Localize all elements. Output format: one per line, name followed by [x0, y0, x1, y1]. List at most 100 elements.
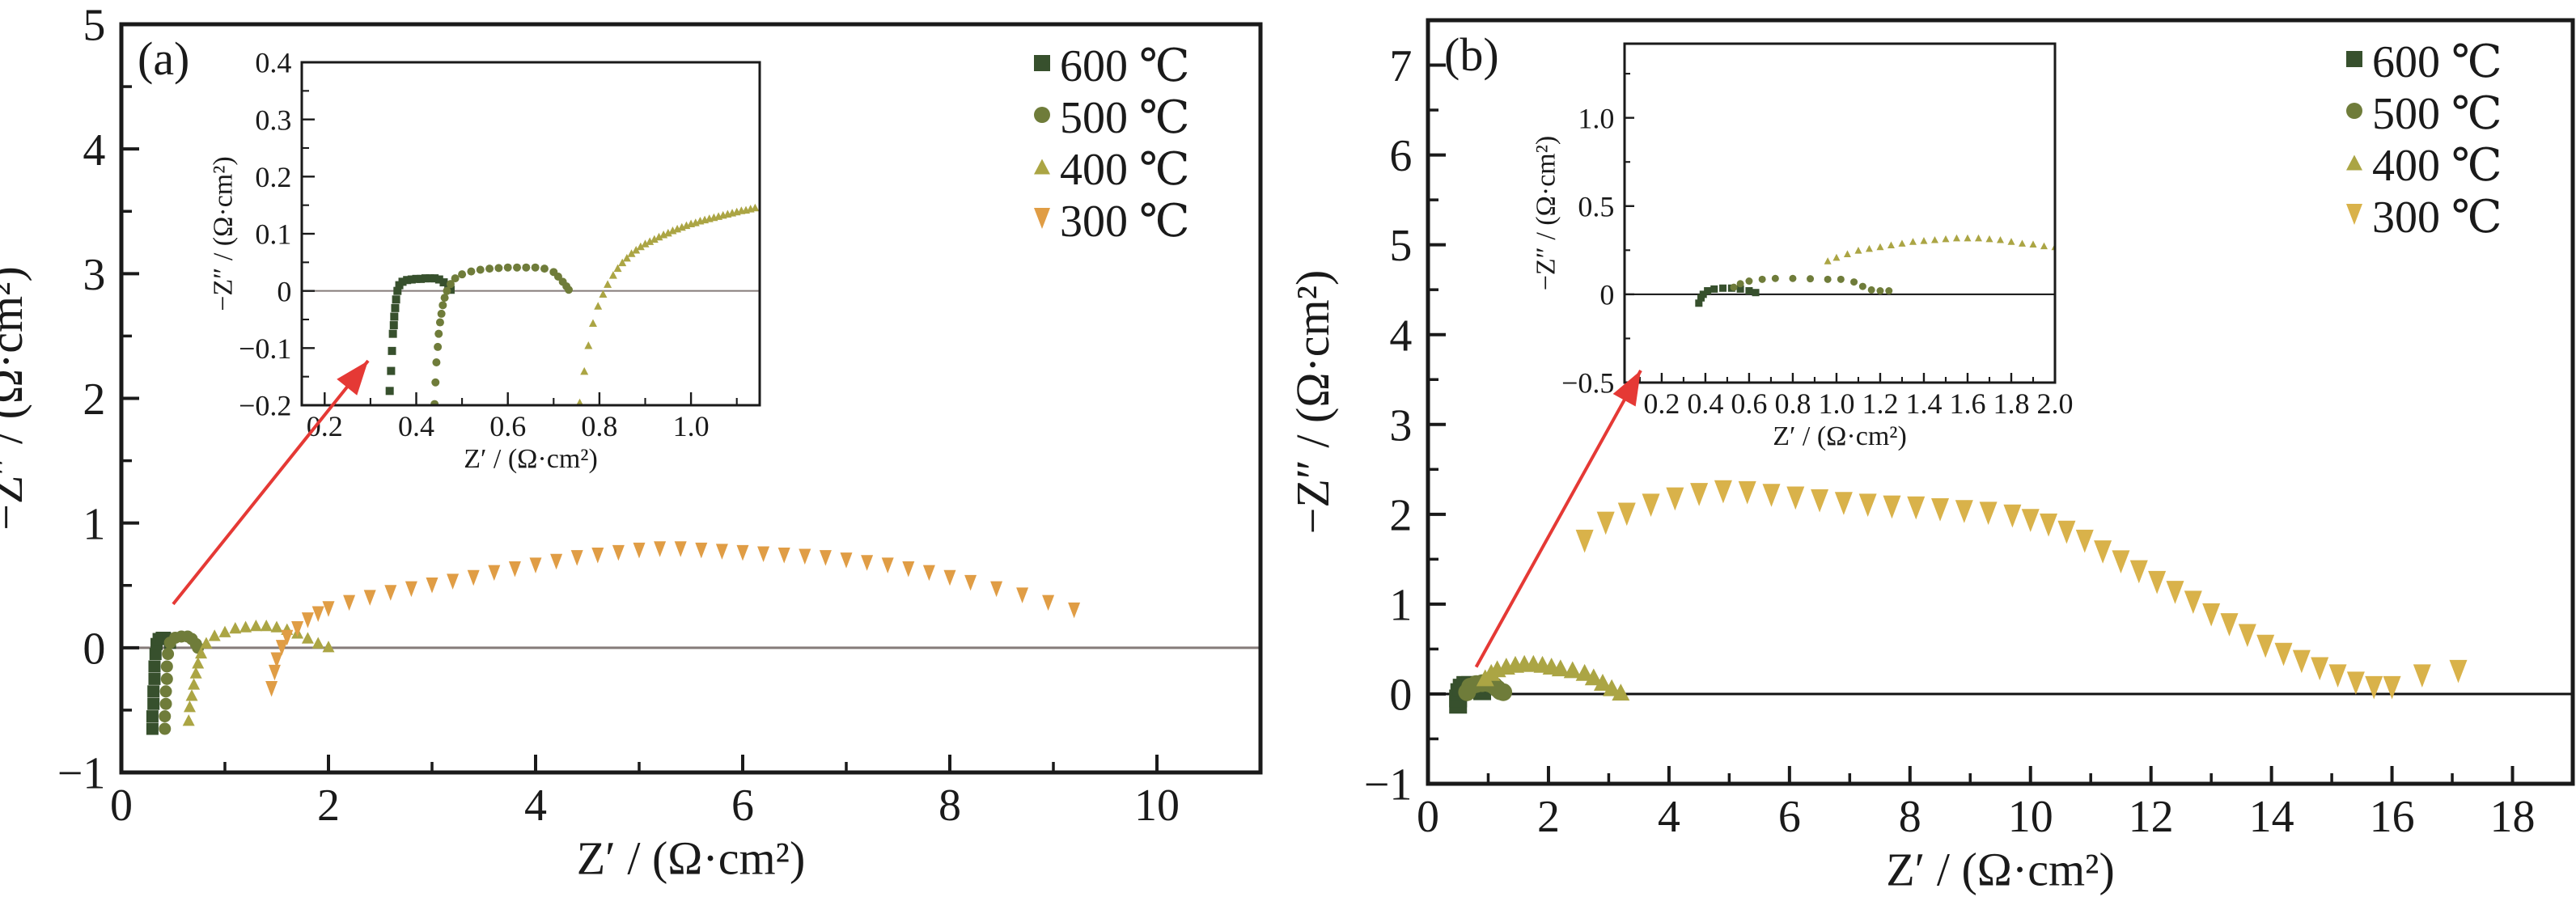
chart-b-inset: 0.2 0.4 0.6 0.8 1.0 1.2 1.4 1.6 1.8 2.0−0.500.51.…	[1532, 42, 2074, 451]
data-point	[1974, 234, 1982, 242]
x-tick-label: 1.4	[1905, 387, 1942, 420]
data-point	[185, 689, 198, 701]
data-point	[301, 632, 314, 644]
data-point	[1930, 235, 1938, 243]
x-tick-label: 6	[1778, 792, 1801, 842]
legend-item: 300 ℃	[2346, 193, 2502, 243]
data-point	[239, 620, 252, 633]
y-axis-title: −Z″ / (Ω·cm²)	[1532, 136, 1561, 291]
x-tick-label: 0	[1417, 792, 1439, 842]
data-point	[1695, 299, 1703, 307]
x-tick-label: 1.2	[1862, 387, 1898, 420]
y-tick-label: 3	[83, 250, 105, 300]
data-point	[2007, 238, 2015, 245]
data-point	[322, 601, 335, 617]
data-point	[2238, 624, 2256, 648]
y-tick-label: 0	[1389, 671, 1412, 721]
y-tick-label: 3	[1389, 400, 1412, 451]
data-point	[1964, 234, 1972, 242]
data-point	[1985, 235, 1993, 243]
data-point	[188, 678, 201, 690]
data-point	[434, 329, 443, 338]
panel-label: (a)	[138, 32, 189, 85]
data-point	[1811, 489, 1829, 513]
data-point	[2365, 675, 2383, 700]
data-point	[451, 274, 460, 283]
data-point	[622, 253, 631, 262]
data-point	[322, 641, 335, 653]
x-tick-label: 10	[1134, 781, 1180, 831]
data-point	[1596, 511, 1615, 535]
data-point	[627, 249, 636, 257]
data-point	[604, 280, 612, 288]
data-point	[485, 264, 494, 273]
data-point	[964, 574, 977, 591]
data-point	[391, 303, 400, 312]
data-point	[570, 550, 583, 566]
data-point	[440, 294, 449, 303]
data-point	[2346, 671, 2365, 695]
data-point	[265, 680, 278, 697]
data-point	[403, 276, 412, 285]
legend-marker	[1034, 107, 1050, 123]
data-point	[439, 278, 448, 287]
x-tick-label: 2.0	[2037, 387, 2074, 420]
data-point	[2292, 650, 2311, 674]
arrow-annotation	[172, 359, 370, 606]
data-point	[1736, 285, 1744, 293]
x-tick-label: 0.4	[1687, 387, 1723, 420]
data-point	[146, 722, 159, 735]
x-tick-label: 0	[110, 781, 133, 831]
x-axis-title: Z′ / (Ω·cm²)	[464, 444, 598, 474]
data-point	[439, 301, 447, 310]
data-point	[1876, 243, 1884, 251]
y-axis-title: −Z″ / (Ω·cm²)	[209, 156, 239, 311]
data-point	[636, 242, 645, 251]
data-point	[599, 290, 608, 298]
data-point	[494, 264, 503, 273]
data-point	[1593, 674, 1612, 691]
data-point	[861, 555, 874, 571]
data-point	[1584, 668, 1603, 686]
data-point	[311, 606, 324, 622]
data-point	[192, 657, 205, 669]
legend-label: 400 ℃	[1060, 145, 1190, 195]
data-point	[540, 264, 549, 273]
data-point	[2184, 590, 2202, 614]
data-point	[1909, 238, 1917, 245]
data-point	[268, 664, 281, 681]
data-point	[522, 263, 531, 272]
legend-label: 600 ℃	[1060, 41, 1190, 91]
x-tick-label: 0.2	[1643, 387, 1680, 420]
data-point	[270, 652, 283, 668]
data-point	[1858, 282, 1866, 290]
data-point	[435, 318, 444, 327]
x-tick-label: 4	[1658, 792, 1680, 842]
data-point	[1789, 274, 1797, 282]
legend-label: 500 ℃	[1060, 93, 1190, 143]
data-point	[613, 264, 622, 273]
data-point	[189, 666, 202, 679]
data-point	[147, 697, 160, 710]
data-point	[695, 542, 708, 559]
series-400c	[576, 203, 760, 405]
data-point	[674, 541, 687, 557]
data-point	[412, 274, 421, 283]
legend-marker	[1034, 159, 1050, 175]
data-point	[840, 552, 853, 569]
x-tick-label: 2	[317, 781, 340, 831]
y-tick-label: 2	[83, 374, 105, 425]
y-tick-label: 7	[1389, 41, 1412, 91]
x-tick-label: 0.4	[398, 410, 434, 442]
data-point	[476, 265, 485, 274]
data-point	[387, 366, 396, 375]
data-point	[488, 565, 501, 582]
legend-marker	[2346, 103, 2362, 119]
data-point	[393, 286, 402, 295]
y-tick-label: 4	[1389, 311, 1412, 361]
data-point	[208, 629, 221, 641]
data-point	[576, 398, 583, 405]
data-point	[270, 620, 283, 633]
